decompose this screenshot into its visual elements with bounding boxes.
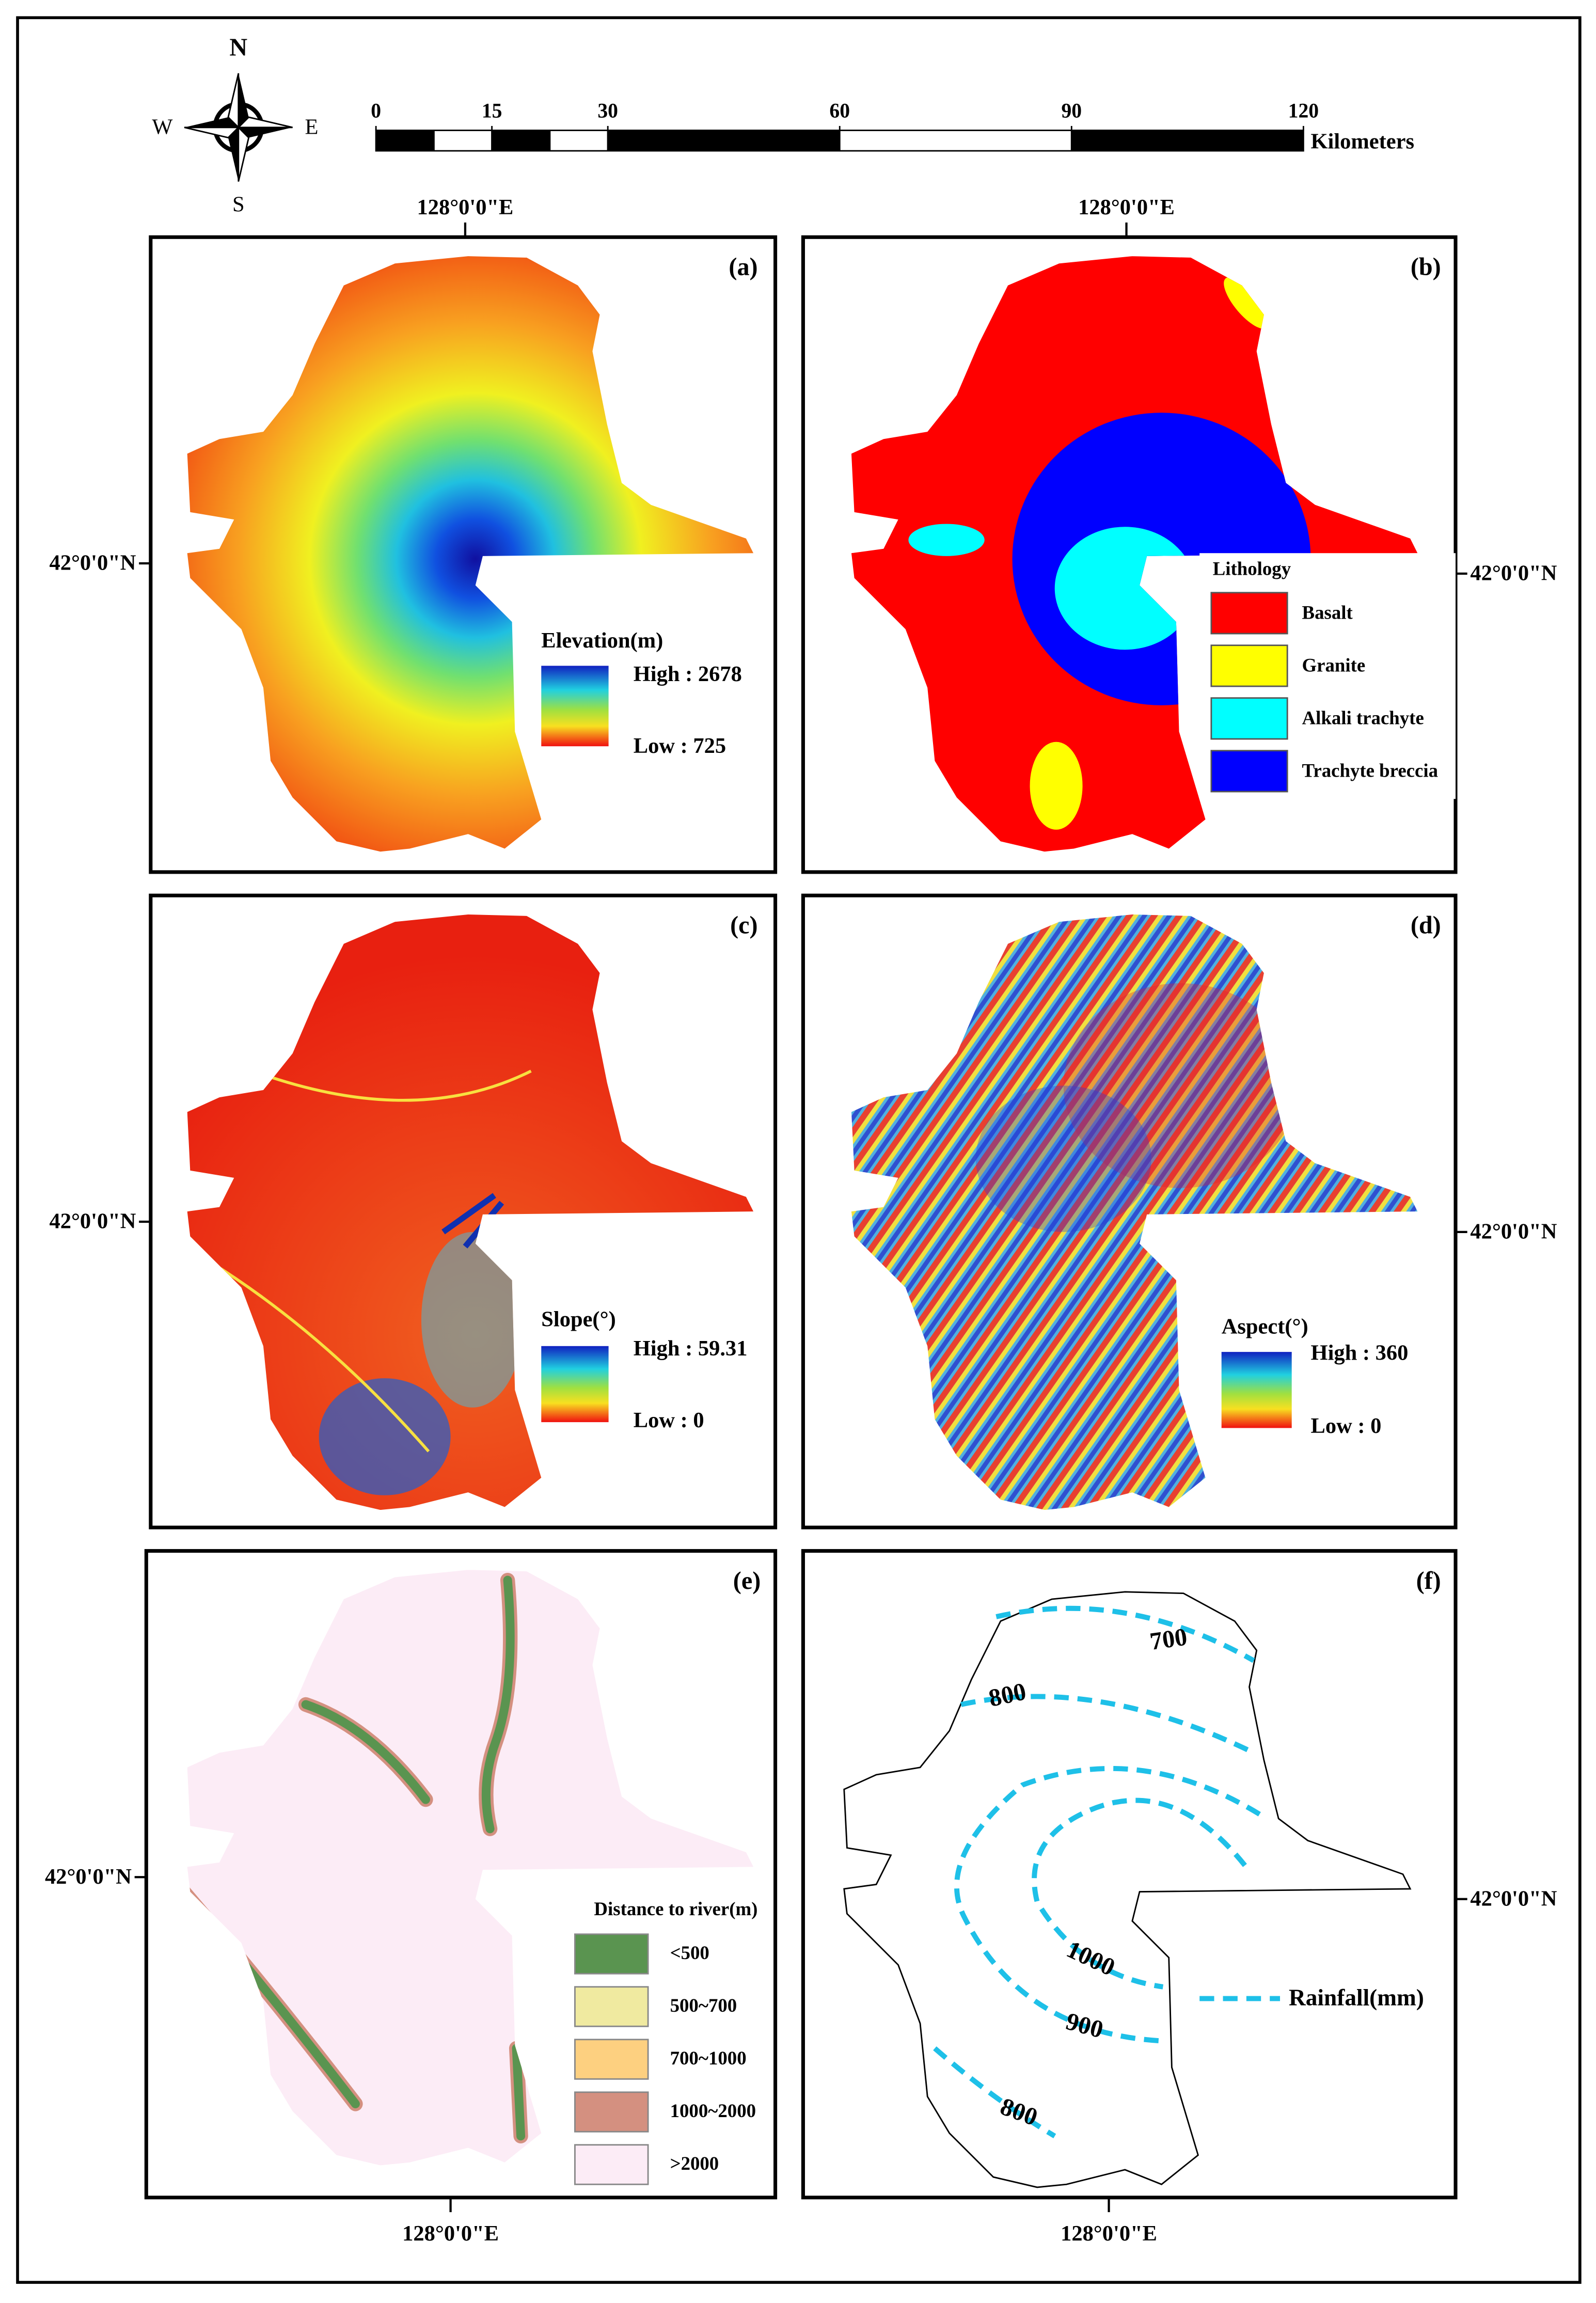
contour [995,1605,1255,1663]
legend-title: Aspect(°) [1222,1315,1308,1339]
panel-c: (c) Slope(°) High : 59.31 Low : 0 [149,893,778,1529]
legend-swatch [574,1933,649,1975]
legend-label: Trachyte breccia [1302,760,1439,781]
scale-segment [549,130,609,152]
compass-n: N [229,34,247,61]
legend-label: >2000 [670,2153,719,2174]
scale-label: 120 [1288,100,1319,122]
lat-label: 42°0'0"N [49,1209,136,1234]
legend-label: Basalt [1302,602,1353,623]
lon-label: 128°0'0"E [1078,195,1175,219]
scale-segment [491,130,551,152]
compass-e: E [305,115,318,139]
panel-a: (a) Elevation(m) High : 2678 Low : 725 [149,235,778,874]
contour-label: 700 [1148,1623,1189,1655]
legend-swatch [574,2144,649,2185]
panel-label: (b) [1411,254,1441,281]
scale-bar: 0 15 30 60 90 120 [371,100,1319,152]
legend-title: Distance to river(m) [594,1898,757,1919]
scale-segment [607,130,841,152]
compass: N W E S [152,34,318,217]
legend-title: Slope(°) [541,1307,615,1331]
scale-segment [433,130,493,152]
panel-label: (f) [1416,1567,1441,1595]
scale-segment [839,130,1072,152]
panel-b: (b) Lithology Basalt Granite Alkali trachy… [801,235,1458,874]
compass-s: S [232,193,245,217]
legend-label: 1000~2000 [670,2100,756,2121]
legend-title: Lithology [1213,558,1291,579]
legend-low: Low : 725 [634,734,726,758]
scale-label: 90 [1061,100,1082,122]
legend-swatch [574,2039,649,2080]
lat-label: 42°0'0"N [1470,1886,1557,1911]
scale-unit: Kilometers [1311,130,1415,154]
lon-label: 128°0'0"E [417,195,513,219]
outer-border [16,16,1582,2284]
legend-high: High : 2678 [634,662,742,686]
lat-label: 42°0'0"N [1470,1219,1557,1243]
contour [960,1694,1255,1755]
panel-d: (d) Aspect(°) High : 360 Low : 0 [801,893,1458,1529]
legend-title: Rainfall(mm) [1289,1985,1424,2011]
legend-high: High : 59.31 [634,1336,748,1361]
scale-label: 30 [597,100,618,122]
panel-label: (d) [1411,912,1441,939]
contour [933,2046,1056,2138]
legend-label: 500~700 [670,1995,737,2016]
legend-low: Low : 0 [634,1408,704,1432]
scale-segment [375,130,435,152]
contour [1032,1797,1247,1990]
scale-label: 0 [371,100,381,122]
legend-swatch [1210,697,1288,740]
lat-label: 42°0'0"N [1470,561,1557,585]
lat-label: 42°0'0"N [45,1865,132,1889]
legend-label: Alkali trachyte [1302,707,1424,729]
panel-e: (e) Distance to river(m) <500 500~700 700~… [144,1549,778,2200]
legend: <500 500~700 700~1000 1000~2000 >2000 [574,1933,756,2185]
compass-w: W [152,115,173,139]
lon-label: 128°0'0"E [402,2221,499,2246]
scale-label: 15 [482,100,502,122]
panel-f: 700 800 1000 900 800 (f) Rainfall(mm) [801,1549,1458,2200]
legend-high: High : 360 [1311,1341,1409,1365]
lat-label: 42°0'0"N [49,551,136,575]
legend-swatch [1210,592,1288,635]
legend-label: <500 [670,1942,709,1963]
lon-label: 128°0'0"E [1061,2221,1157,2246]
panel-label: (c) [730,912,757,939]
panel-label: (a) [729,254,757,281]
panel-label: (e) [733,1567,761,1595]
legend-title: Elevation(m) [541,628,663,653]
legend-swatch [1210,750,1288,793]
legend-label: 700~1000 [670,2047,747,2069]
legend-swatch [1210,644,1288,687]
scale-label: 60 [829,100,850,122]
scale-segment [1070,130,1304,152]
legend-low: Low : 0 [1311,1414,1382,1438]
legend-swatch [574,1986,649,2027]
legend: Basalt Granite Alkali trachyte Trachyte bre… [1210,592,1439,793]
legend-swatch [574,2091,649,2133]
legend-label: Granite [1302,655,1366,676]
contour [954,1765,1261,2044]
